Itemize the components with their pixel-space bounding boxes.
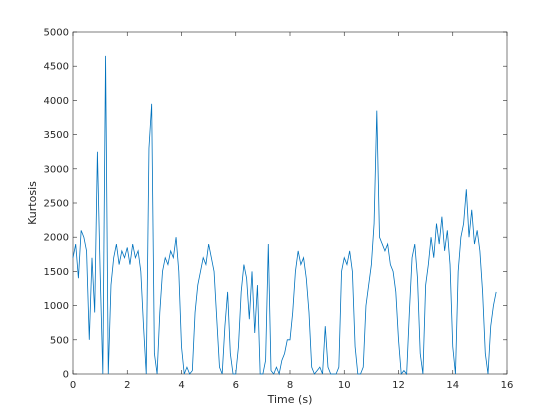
y-tick-label: 2500: [44, 199, 69, 210]
y-tick-label: 4500: [44, 62, 69, 73]
x-tick-label: 0: [70, 380, 76, 391]
y-tick-label: 3000: [44, 164, 69, 175]
x-tick-label: 12: [392, 380, 405, 391]
y-tick-label: 4000: [44, 96, 69, 107]
y-tick-label: 3500: [44, 130, 69, 141]
data-line: [72, 55, 497, 376]
y-tick-label: 500: [50, 335, 69, 346]
y-tick-label: 5000: [44, 28, 69, 39]
y-tick-label: 1500: [44, 267, 69, 278]
plot-area: [72, 31, 508, 375]
x-tick-label: 6: [233, 380, 239, 391]
x-tick-label: 16: [501, 380, 514, 391]
y-tick-label: 1000: [44, 301, 69, 312]
y-tick-label: 0: [63, 370, 69, 381]
x-tick-label: 14: [446, 380, 459, 391]
x-axis-label: Time (s): [267, 393, 313, 406]
y-tick-label: 2000: [44, 233, 69, 244]
x-tick-label: 10: [338, 380, 351, 391]
x-tick-label: 2: [124, 380, 130, 391]
x-tick-label: 8: [287, 380, 293, 391]
y-axis-label: Kurtosis: [26, 181, 39, 225]
x-tick-label: 4: [178, 380, 184, 391]
